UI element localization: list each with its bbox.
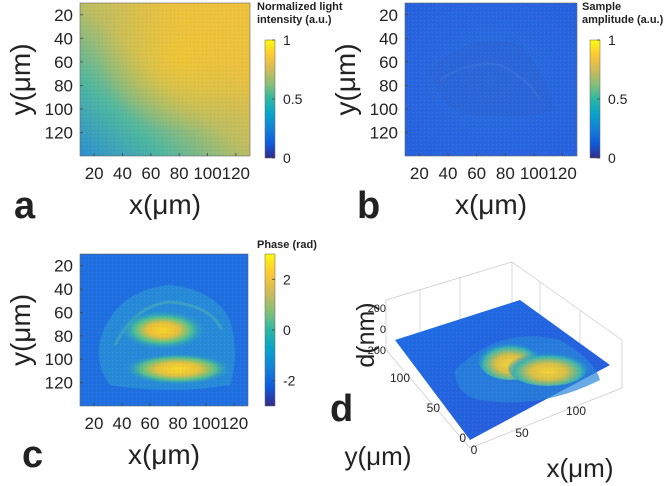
z-tick-label: 0 [380,324,386,336]
x-tick-label: 60 [467,164,486,183]
panel-a-intensity-map: 20 40 60 80 100 12020406080100120x(μm)y(μm)10… [5,1,343,227]
panel-label-d: d [330,388,353,430]
colorbar-title: Phase (rad) [257,239,317,251]
y-tick-label: 100 [45,100,73,119]
x-tick-label: 100 [192,414,220,433]
y-tick-label: 40 [54,280,73,299]
x-tick-label: 100 [520,164,548,183]
panel-label-a: a [14,185,36,227]
x-tick-label: 80 [170,164,189,183]
x-tick-label: 20 [410,164,429,183]
y-tick-label: 120 [45,123,73,142]
panel-label-c: c [22,434,43,476]
colorbar-tick-label: 0 [283,150,291,166]
y-tick-label: 80 [379,76,398,95]
y-tick-label: 0 [459,431,466,445]
y-tick-label: 50 [427,401,441,415]
y-tick-label: 80 [54,76,73,95]
y-axis-label: y(μm) [5,294,36,366]
y-tick-label: 60 [54,303,73,322]
y-axis-label: y(μm) [345,441,412,471]
panel-d-surface-plot: 200 0 -200 0 50 100 0 50 100 d(nm) y(μm) x(μm) d [330,261,623,483]
colorbar-tick-label: 0 [283,322,291,338]
z-tick-label: -200 [364,345,386,357]
x-tick-label: 40 [439,164,458,183]
colorbar-tick-label: -2 [283,373,296,389]
colorbar-title: Sample [582,1,621,13]
x-axis-label: x(μm) [129,189,201,220]
y-tick-label: 20 [54,6,73,25]
panel-c-phase-map: 20 40 60 80 100 12020406080100120x(μm)y(μm)20… [5,239,317,476]
colorbar-tick-label: 0.5 [283,91,303,107]
y-tick-label: 20 [54,257,73,276]
z-tick-label: 200 [368,303,386,315]
panel-b-amplitude-map: 20 40 60 80 100 12020406080100120x(μm)y(μm)10… [330,1,664,227]
y-tick-label: 20 [379,6,398,25]
colorbar-tick-label: 0 [608,150,616,166]
colorbar-tick-label: 1 [608,32,616,48]
x-tick-label: 60 [141,164,160,183]
colorbar-title: amplitude (a.u.) [582,14,664,26]
x-axis-label: x(μm) [128,439,200,470]
colorbar-title: intensity (a.u.) [257,14,332,26]
x-tick-label: 120 [548,164,576,183]
colorbar-title: Normalized light [257,1,343,13]
y-tick-label: 40 [379,29,398,48]
x-tick-label: 120 [220,414,248,433]
y-tick-label: 120 [370,123,398,142]
colorbar-tick-label: 2 [283,271,291,287]
x-tick-label: 80 [169,414,188,433]
panel-label-b: b [357,185,380,227]
y-tick-label: 100 [370,100,398,119]
x-tick-label: 50 [515,426,529,440]
x-tick-label: 20 [85,164,104,183]
x-tick-label: 60 [141,414,160,433]
y-tick-label: 60 [54,53,73,72]
x-tick-label: 100 [193,164,221,183]
colorbar-tick-label: 0.5 [608,91,628,107]
x-tick-label: 0 [471,443,478,457]
x-tick-label: 40 [113,414,132,433]
y-tick-label: 80 [54,327,73,346]
z-axis-label: d(nm) [352,302,380,367]
x-tick-label: 40 [113,164,132,183]
x-tick-label: 20 [85,414,104,433]
y-tick-label: 100 [45,350,73,369]
x-axis-label: x(μm) [455,189,527,220]
y-axis-label: y(μm) [5,43,36,115]
y-tick-label: 40 [54,29,73,48]
y-axis-label: y(μm) [330,43,361,115]
x-tick-label: 100 [566,404,586,418]
y-tick-label: 100 [390,371,410,385]
colorbar-tick-label: 1 [283,32,291,48]
y-tick-label: 120 [45,374,73,393]
y-tick-label: 60 [379,53,398,72]
x-axis-label: x(μm) [547,453,614,483]
x-tick-label: 80 [496,164,515,183]
x-tick-label: 120 [222,164,250,183]
